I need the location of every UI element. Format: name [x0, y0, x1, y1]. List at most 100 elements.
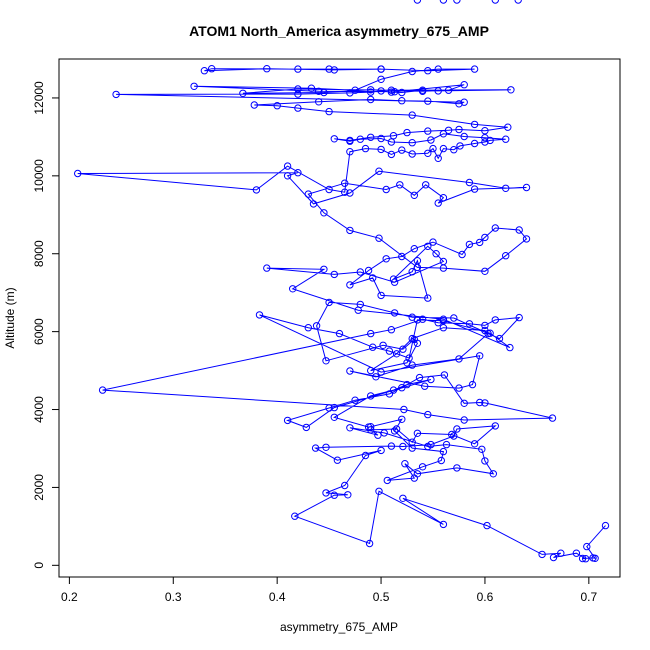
data-point — [399, 345, 407, 353]
data-point — [444, 126, 453, 135]
data-point — [460, 98, 468, 106]
data-point — [383, 476, 391, 485]
y-tick-label: 0 — [32, 562, 46, 569]
data-point — [432, 250, 440, 258]
plot-frame — [58, 58, 621, 578]
data-point — [377, 368, 385, 376]
data-point — [437, 456, 445, 465]
data-point — [377, 75, 385, 84]
data-point — [294, 85, 302, 93]
data-point — [98, 386, 107, 394]
data-point — [549, 553, 558, 562]
data-point — [320, 88, 328, 97]
data-point — [322, 443, 330, 451]
data-point — [346, 424, 354, 432]
data-point — [252, 186, 261, 194]
data-point — [583, 542, 591, 551]
data-point — [589, 554, 597, 562]
data-point — [410, 474, 418, 482]
data-point — [460, 416, 468, 424]
y-tick-label: 10000 — [32, 159, 46, 193]
y-tick-label: 4000 — [32, 396, 46, 423]
data-point — [291, 512, 299, 520]
data-point — [418, 315, 427, 323]
data-point — [424, 67, 432, 75]
data-point — [434, 87, 442, 95]
data-point — [481, 267, 489, 275]
data-point — [283, 416, 292, 425]
x-tick-label: 0.6 — [477, 590, 494, 604]
data-point — [470, 120, 479, 129]
data-point — [307, 84, 316, 92]
data-point — [434, 65, 442, 73]
data-point — [304, 324, 312, 332]
data-point — [413, 316, 422, 324]
x-tick-label: 0.5 — [373, 590, 390, 604]
data-point — [515, 313, 523, 322]
data-point — [385, 347, 394, 355]
data-point — [424, 242, 432, 251]
data-point — [504, 123, 512, 131]
data-point — [390, 309, 399, 317]
data-point — [320, 265, 328, 273]
data-point — [408, 361, 416, 369]
data-point — [239, 89, 247, 98]
data-point — [408, 268, 416, 276]
data-point — [450, 432, 458, 440]
data-point — [375, 234, 383, 242]
data-point — [415, 373, 424, 382]
data-point — [377, 291, 385, 300]
data-point — [481, 138, 489, 146]
data-point — [346, 189, 354, 197]
data-point — [439, 0, 448, 4]
data-point — [458, 250, 466, 259]
data-point — [440, 371, 449, 379]
data-point — [460, 132, 468, 141]
data-point — [325, 65, 333, 73]
data-point — [367, 133, 375, 142]
data-point — [369, 343, 377, 351]
data-point — [470, 185, 479, 193]
data-point — [424, 97, 432, 105]
data-point — [351, 396, 359, 404]
data-point — [453, 0, 461, 4]
data-point — [439, 264, 448, 272]
data-point — [367, 329, 375, 338]
data-point — [389, 275, 398, 283]
data-point — [572, 549, 581, 557]
data-point — [389, 386, 398, 394]
data-point — [601, 521, 610, 530]
data-point — [439, 194, 448, 202]
data-point — [325, 107, 333, 116]
data-point — [330, 413, 338, 421]
data-point — [507, 86, 515, 94]
data-point — [557, 549, 565, 557]
data-point — [367, 86, 375, 94]
data-point — [74, 169, 82, 178]
data-point — [424, 442, 432, 451]
data-point — [434, 319, 442, 327]
data-point — [315, 98, 323, 106]
data-point — [333, 456, 342, 464]
data-point — [422, 181, 430, 189]
data-point — [460, 399, 468, 407]
data-point — [330, 491, 338, 499]
data-point — [424, 149, 432, 158]
data-point — [448, 430, 456, 439]
data-point — [476, 352, 484, 360]
data-point — [483, 521, 491, 530]
data-point — [382, 185, 390, 194]
data-point — [470, 440, 479, 448]
data-point — [398, 97, 406, 105]
data-point — [382, 255, 390, 263]
data-point — [427, 136, 435, 144]
data-point — [455, 355, 463, 363]
data-point — [418, 87, 427, 96]
data-point — [399, 442, 407, 451]
data-point — [341, 188, 349, 196]
data-point — [325, 404, 333, 412]
data-point — [400, 405, 408, 414]
data-point — [354, 306, 362, 314]
data-point — [439, 130, 448, 138]
